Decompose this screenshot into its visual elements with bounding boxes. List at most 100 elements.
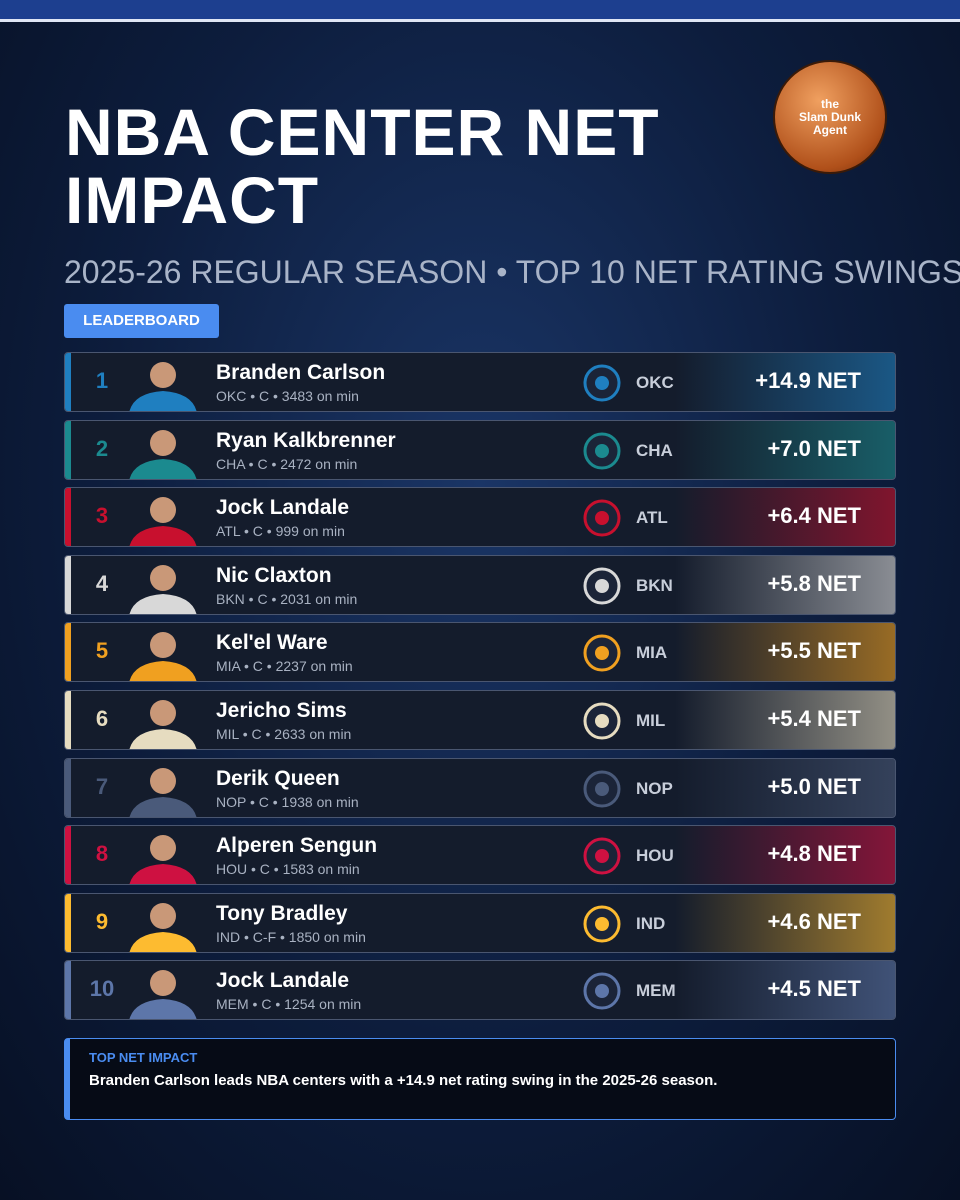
leaderboard-row: 4 Nic Claxton BKN • C • 2031 on min BKN +5.8… bbox=[64, 554, 896, 615]
team-abbr: ATL bbox=[636, 508, 668, 528]
player-meta: OKC • C • 3483 on min bbox=[216, 388, 359, 404]
logo-text: the bbox=[821, 97, 839, 111]
row-accent bbox=[65, 691, 71, 749]
net-rating: +14.9 NET bbox=[755, 368, 861, 393]
team-logo-shape bbox=[583, 905, 621, 943]
player-meta: ATL • C • 999 on min bbox=[216, 523, 345, 540]
row-accent bbox=[65, 420, 71, 479]
leaderboard-row: 8 Alperen Sengun HOU • C • 1583 on min HOU +… bbox=[64, 825, 896, 886]
row-accent bbox=[65, 758, 71, 817]
player-photo bbox=[125, 560, 201, 614]
title: NBA CENTER NET IMPACT bbox=[65, 95, 660, 237]
row-glow bbox=[675, 893, 895, 952]
player-meta: MIL • C • 2633 on min bbox=[216, 726, 352, 742]
row-glow bbox=[675, 691, 895, 749]
player-photo bbox=[125, 425, 201, 479]
player-silhouette bbox=[129, 700, 197, 749]
rank: 10 bbox=[89, 976, 115, 1002]
player-meta: IND • C-F • 1850 on min bbox=[216, 928, 366, 945]
team-logo-shape bbox=[583, 972, 621, 1010]
player-name: Nic Claxton bbox=[216, 563, 332, 587]
row-accent bbox=[65, 353, 71, 411]
team-abbr: BKN bbox=[636, 575, 673, 595]
team-logo bbox=[583, 770, 621, 808]
team-abbr: HOU bbox=[636, 846, 674, 866]
rank: 3 bbox=[95, 503, 109, 529]
player-meta: CHA • C • 2472 on min bbox=[216, 455, 358, 472]
team-logo-shape bbox=[583, 364, 621, 402]
row-glow bbox=[675, 961, 895, 1020]
leaderboard-row: 3 Jock Landale ATL • C • 999 on min ATL +6.4… bbox=[64, 487, 896, 548]
player-photo bbox=[125, 357, 201, 411]
row-accent bbox=[65, 826, 71, 885]
team-abbr: MEM bbox=[636, 981, 676, 1001]
net-rating: +4.6 NET bbox=[767, 908, 861, 934]
rank: 2 bbox=[95, 435, 109, 461]
team-abbr: NOP bbox=[636, 778, 673, 798]
row-glow bbox=[675, 555, 895, 614]
player-meta: BKN • C • 2031 on min bbox=[216, 590, 358, 607]
row-glow bbox=[675, 353, 895, 411]
net-rating: +5.4 NET bbox=[767, 706, 861, 731]
player-photo bbox=[125, 898, 201, 952]
team-logo-shape bbox=[583, 837, 621, 875]
team-abbr: MIA bbox=[636, 643, 668, 663]
team-logo-shape bbox=[583, 432, 621, 470]
player-name: Tony Bradley bbox=[216, 901, 348, 925]
row-glow bbox=[675, 420, 895, 479]
top-bar bbox=[0, 0, 960, 22]
team-logo-shape bbox=[583, 567, 621, 605]
row-accent bbox=[65, 961, 71, 1020]
row-glow bbox=[675, 758, 895, 817]
player-silhouette bbox=[129, 429, 197, 479]
leaderboard-row: 7 Derik Queen NOP • C • 1938 on min NOP +5.0… bbox=[64, 757, 896, 818]
player-photo bbox=[125, 965, 201, 1020]
net-rating: +4.5 NET bbox=[767, 976, 861, 1002]
rank: 4 bbox=[95, 570, 109, 596]
team-abbr: IND bbox=[636, 913, 666, 933]
row-glow bbox=[675, 826, 895, 885]
row-accent bbox=[65, 555, 71, 614]
leaderboard-row: 1 Branden Carlson OKC • C • 3483 on min OKC… bbox=[64, 352, 896, 412]
net-rating: +5.0 NET bbox=[767, 773, 861, 799]
leaderboard-row: 6 Jericho Sims MIL • C • 2633 on min MIL +5.… bbox=[64, 690, 896, 750]
rank: 8 bbox=[95, 841, 109, 867]
logo-text: Agent bbox=[813, 123, 847, 137]
player-name: Ryan Kalkbrenner bbox=[216, 428, 396, 452]
team-logo bbox=[583, 702, 621, 740]
player-silhouette bbox=[129, 902, 197, 952]
footer-label: TOP NET IMPACT bbox=[89, 1050, 198, 1065]
player-silhouette bbox=[129, 970, 197, 1020]
net-rating: +4.8 NET bbox=[767, 841, 861, 867]
team-logo bbox=[583, 905, 621, 943]
player-silhouette bbox=[129, 835, 197, 885]
rank: 6 bbox=[95, 706, 109, 731]
player-silhouette bbox=[129, 564, 197, 614]
player-name: Kel'el Ware bbox=[216, 631, 328, 655]
team-logo bbox=[583, 499, 621, 537]
row-accent bbox=[65, 623, 71, 682]
team-abbr: OKC bbox=[636, 373, 674, 392]
logo: the Slam Dunk Agent bbox=[773, 60, 887, 174]
net-rating: +7.0 NET bbox=[767, 435, 861, 461]
team-logo bbox=[583, 972, 621, 1010]
row-glow bbox=[675, 488, 895, 547]
net-rating: +6.4 NET bbox=[767, 503, 861, 529]
leaderboard-row: 2 Ryan Kalkbrenner CHA • C • 2472 on min CH… bbox=[64, 419, 896, 480]
player-name: Jock Landale bbox=[216, 969, 350, 993]
team-logo-shape bbox=[583, 499, 621, 537]
leaderboard-row: 9 Tony Bradley IND • C-F • 1850 on min IND +… bbox=[64, 892, 896, 953]
team-logo-shape bbox=[583, 770, 621, 808]
row-accent bbox=[65, 488, 71, 547]
rank: 5 bbox=[95, 638, 109, 664]
player-silhouette bbox=[129, 767, 197, 817]
team-abbr: MIL bbox=[636, 711, 666, 730]
player-silhouette bbox=[129, 632, 197, 682]
rank: 9 bbox=[95, 908, 109, 934]
player-silhouette bbox=[129, 497, 197, 547]
team-logo bbox=[583, 634, 621, 672]
team-logo bbox=[583, 432, 621, 470]
rank: 7 bbox=[95, 773, 109, 799]
player-photo bbox=[125, 830, 201, 885]
